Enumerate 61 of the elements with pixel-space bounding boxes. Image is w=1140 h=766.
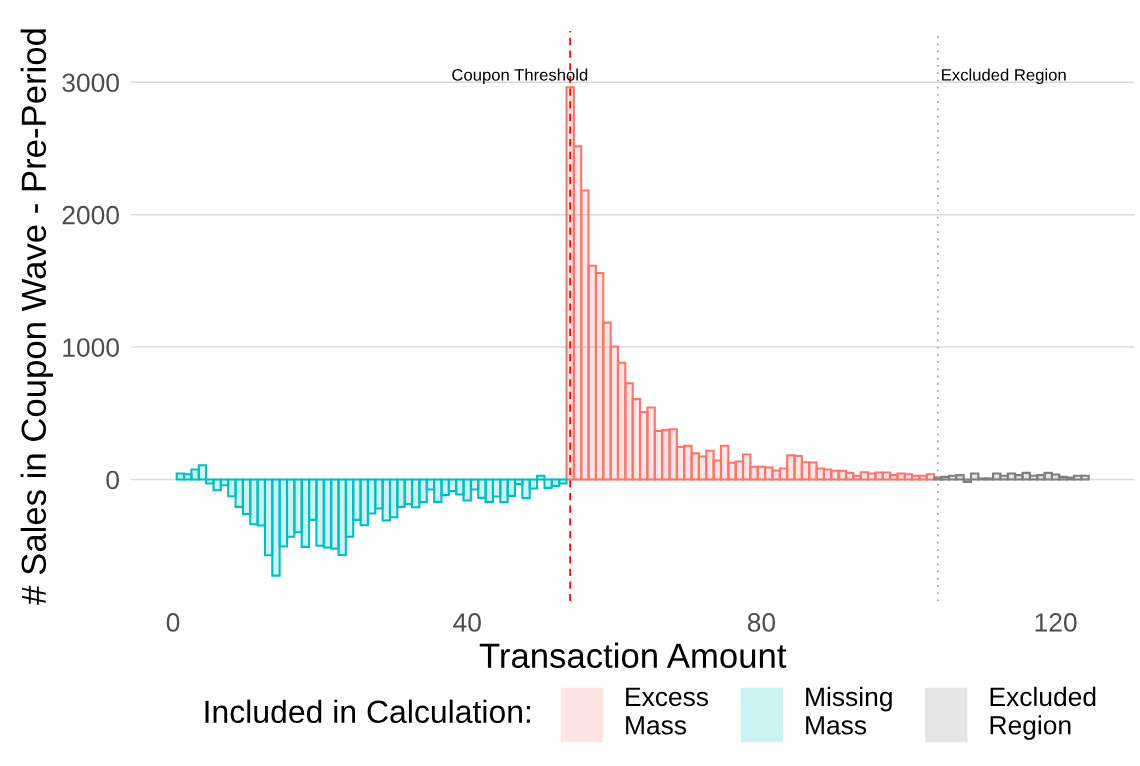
bar (896, 472, 906, 481)
bar (668, 428, 678, 481)
bar (1058, 475, 1068, 481)
bar (337, 478, 347, 557)
bar (881, 471, 892, 481)
bar (499, 478, 509, 504)
legend-title: Included in Calculation: (205, 699, 530, 724)
bar (506, 478, 517, 497)
bar (793, 455, 803, 481)
bar (874, 471, 884, 481)
bar (646, 406, 656, 481)
bar (175, 472, 186, 481)
ref-line-label: Excluded Region (942, 68, 1066, 85)
legend-label: Excluded Region (990, 686, 1096, 740)
legend-label: Excess Mass (626, 687, 709, 735)
y-tick-label: 1000 (63, 338, 119, 357)
bar (440, 478, 450, 497)
x-tick-label: 80 (747, 613, 776, 632)
bar (999, 474, 1009, 481)
bar (1050, 473, 1061, 481)
y-tick-label: 0 (106, 470, 119, 490)
bar (580, 189, 590, 481)
x-tick-label: 40 (453, 613, 481, 632)
legend-label: Missing Mass (806, 686, 892, 735)
bar (528, 478, 539, 490)
bar (690, 452, 700, 481)
bar (1036, 474, 1046, 481)
bar (190, 468, 200, 481)
bar (969, 472, 980, 481)
bar (962, 478, 973, 483)
bar (955, 474, 965, 481)
bar (521, 478, 531, 500)
bar (918, 474, 928, 481)
bar (212, 478, 222, 492)
y-tick-label: 2000 (62, 205, 119, 225)
bar (271, 478, 281, 577)
bar (992, 472, 1002, 481)
bar (536, 474, 546, 481)
bar (197, 464, 208, 481)
bar (903, 473, 914, 481)
bar (852, 474, 862, 481)
bar (543, 478, 553, 489)
x-axis-title: Transaction Amount (479, 642, 787, 669)
bar (418, 478, 428, 504)
bar (705, 449, 715, 481)
y-tick-label: 3000 (62, 73, 119, 93)
bar (925, 473, 936, 481)
bar (771, 469, 781, 481)
bar (1021, 471, 1031, 481)
bar (1006, 472, 1017, 481)
bar (558, 478, 568, 485)
bar (396, 478, 406, 508)
bar (205, 478, 215, 485)
bar (1080, 474, 1090, 481)
bar (830, 469, 840, 481)
x-tick-label: 120 (1035, 613, 1077, 632)
ref-line-label: Coupon Threshold (452, 68, 588, 85)
y-axis-title: # Sales in Coupon Wave - Pre-Period (20, 29, 53, 605)
x-tick-label: 0 (166, 613, 180, 632)
bar (808, 461, 818, 481)
bar (462, 478, 472, 502)
